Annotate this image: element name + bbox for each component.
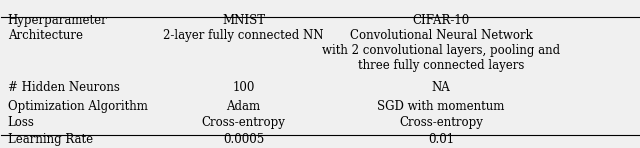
Text: 0.01: 0.01: [428, 133, 454, 146]
Text: 0.0005: 0.0005: [223, 133, 264, 146]
Text: Architecture: Architecture: [8, 29, 83, 42]
Text: Convolutional Neural Network
with 2 convolutional layers, pooling and
three full: Convolutional Neural Network with 2 conv…: [322, 29, 560, 72]
Text: Hyperparameter: Hyperparameter: [8, 14, 108, 27]
Text: Loss: Loss: [8, 116, 35, 129]
Text: Cross-entropy: Cross-entropy: [202, 116, 285, 129]
Text: # Hidden Neurons: # Hidden Neurons: [8, 81, 120, 94]
Text: 2-layer fully connected NN: 2-layer fully connected NN: [163, 29, 324, 42]
Text: Optimization Algorithm: Optimization Algorithm: [8, 100, 148, 113]
Text: Cross-entropy: Cross-entropy: [399, 116, 483, 129]
Text: Learning Rate: Learning Rate: [8, 133, 93, 146]
Text: MNIST: MNIST: [222, 14, 265, 27]
Text: NA: NA: [432, 81, 451, 94]
Text: Adam: Adam: [227, 100, 260, 113]
Text: 100: 100: [232, 81, 255, 94]
Text: SGD with momentum: SGD with momentum: [378, 100, 505, 113]
Text: CIFAR-10: CIFAR-10: [412, 14, 470, 27]
